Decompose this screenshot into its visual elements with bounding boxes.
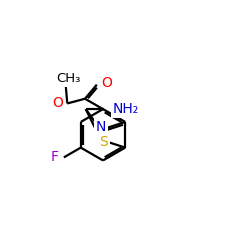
Text: F: F [50, 150, 58, 164]
Text: N: N [96, 120, 106, 134]
Text: S: S [100, 135, 108, 149]
Text: O: O [52, 96, 63, 110]
Text: O: O [101, 76, 112, 90]
Text: CH₃: CH₃ [56, 72, 80, 85]
Text: NH₂: NH₂ [112, 102, 139, 116]
